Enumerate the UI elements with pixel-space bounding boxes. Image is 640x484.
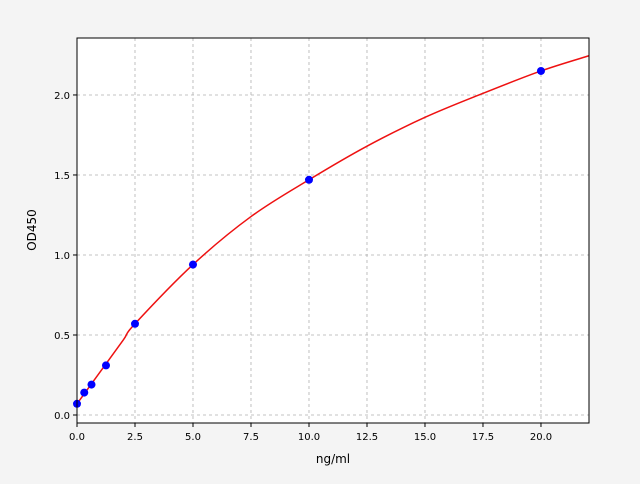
x-tick-label: 12.5 [356, 432, 378, 443]
y-tick-label: 1.5 [54, 171, 70, 182]
data-point [101, 361, 110, 370]
y-axis: 0.0 0.5 1.0 1.5 2.0 [54, 91, 77, 422]
plot-area [77, 38, 589, 423]
x-axis-label: ng/ml [316, 452, 350, 466]
fit-curve-layer [76, 55, 590, 405]
y-tick-label: 2.0 [54, 91, 70, 102]
x-axis: 0.0 2.5 5.0 7.5 10.0 12.5 15.0 17.5 20.0 [69, 423, 552, 443]
y-tick-label: 1.0 [54, 251, 70, 262]
data-point [304, 175, 313, 184]
x-tick-label: 0.0 [69, 432, 85, 443]
data-point [87, 380, 96, 389]
data-point [536, 66, 545, 75]
x-tick-label: 5.0 [185, 432, 201, 443]
x-tick-label: 10.0 [298, 432, 320, 443]
x-tick-label: 17.5 [472, 432, 494, 443]
x-tick-label: 20.0 [530, 432, 552, 443]
data-point [80, 388, 89, 397]
plot-frame [76, 37, 590, 424]
y-tick-label: 0.0 [54, 411, 70, 422]
data-point [130, 319, 139, 328]
fit-curve [76, 55, 590, 405]
x-tick-label: 7.5 [243, 432, 259, 443]
y-axis-label: OD450 [25, 209, 39, 251]
x-tick-label: 15.0 [414, 432, 436, 443]
y-tick-label: 0.5 [54, 331, 70, 342]
x-tick-label: 2.5 [127, 432, 143, 443]
data-point [188, 260, 197, 269]
